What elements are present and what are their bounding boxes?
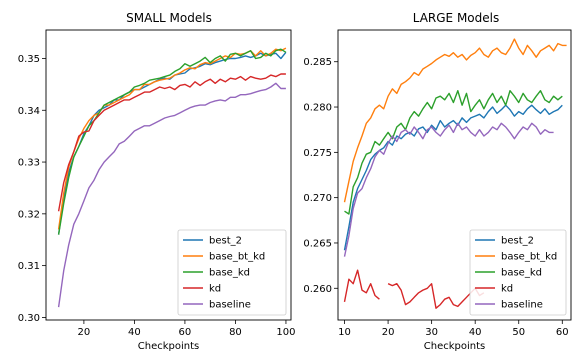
series-line-kd <box>57 73 286 212</box>
x-tick-label: 30 <box>425 327 438 338</box>
y-axis: 0.30 0.31 0.32 0.33 0.34 0.35 <box>18 54 46 324</box>
y-tick-label: 0.285 <box>303 57 332 68</box>
x-tick-label: 100 <box>276 327 295 338</box>
y-tick-label: 0.35 <box>18 54 40 65</box>
y-tick-label: 0.265 <box>303 238 332 249</box>
legend-box <box>177 229 287 316</box>
y-tick-label: 0.31 <box>18 261 40 272</box>
x-axis: 10 20 30 40 50 60 <box>338 320 569 338</box>
x-axis-label: Checkpoints <box>138 341 199 351</box>
series-line-base-kd <box>57 48 287 235</box>
x-tick-label: 20 <box>78 327 91 338</box>
series-line-baseline <box>343 122 554 257</box>
legend-label-base-bt-kd: base_bt_kd <box>209 252 265 263</box>
plot-area-frame <box>45 29 292 321</box>
series-line-baseline <box>57 82 286 308</box>
x-tick-label: 60 <box>556 327 569 338</box>
legend-box <box>469 229 567 316</box>
legend-label-base-kd: base_kd <box>209 268 250 279</box>
series-line-kd-part-1 <box>343 269 380 303</box>
x-axis-label: Checkpoints <box>424 341 485 351</box>
x-tick-label: 40 <box>128 327 141 338</box>
legend-label-kd: kd <box>209 284 221 295</box>
y-tick-label: 0.270 <box>303 193 332 204</box>
series-line-base-bt-kd <box>343 38 567 203</box>
legend-label-best-2: best_2 <box>209 236 242 247</box>
y-tick-label: 0.32 <box>18 209 40 220</box>
x-tick-label: 80 <box>229 327 242 338</box>
plot-area-frame <box>337 29 572 321</box>
chart-title: LARGE Models <box>413 11 499 25</box>
y-tick-label: 0.260 <box>303 284 332 295</box>
x-tick-label: 40 <box>469 327 482 338</box>
x-tick-label: 60 <box>179 327 192 338</box>
series-layer <box>57 47 287 308</box>
x-tick-label: 10 <box>338 327 351 338</box>
y-tick-label: 0.33 <box>18 158 40 169</box>
chart-title: SMALL Models <box>126 11 212 25</box>
y-axis: 0.260 0.265 0.270 0.275 0.280 0.285 <box>303 57 338 295</box>
y-tick-label: 0.30 <box>18 313 40 324</box>
series-layer <box>343 38 567 309</box>
y-tick-label: 0.280 <box>303 103 332 114</box>
x-tick-label: 50 <box>512 327 525 338</box>
legend-label-baseline: baseline <box>501 300 543 311</box>
legend-label-baseline: baseline <box>209 300 251 311</box>
x-tick-label: 20 <box>382 327 395 338</box>
y-tick-label: 0.275 <box>303 148 332 159</box>
small-models-chart: SMALL Models 20 40 60 80 100 0.300.310.320.3… <box>18 11 296 351</box>
legend-label-base-bt-kd: base_bt_kd <box>501 252 557 263</box>
legend-label-best-2: best_2 <box>501 236 534 247</box>
y-tick-label: 0.34 <box>18 106 40 117</box>
large-models-chart: LARGE Models 10 20 30 40 50 60 0.260 0.265 0.27… <box>303 11 572 351</box>
series-line-best-2 <box>343 104 563 251</box>
series-line-kd-part-2 <box>387 283 485 309</box>
x-axis: 20 40 60 80 100 <box>78 320 295 338</box>
series-line-base-kd <box>344 89 563 215</box>
legend-label-kd: kd <box>501 284 513 295</box>
legend-label-base-kd: base_kd <box>501 268 542 279</box>
